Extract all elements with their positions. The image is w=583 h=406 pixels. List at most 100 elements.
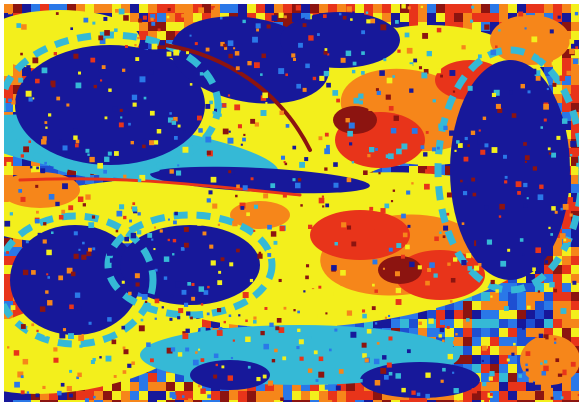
speckle-dot	[170, 294, 174, 298]
noise-cell	[535, 310, 545, 320]
speckle-dot	[545, 140, 549, 145]
speckle-dot	[388, 371, 393, 376]
speckle-dot	[169, 169, 174, 174]
noise-cell	[472, 319, 482, 329]
noise-cell	[229, 391, 239, 401]
noise-cell	[562, 382, 572, 392]
noise-cell	[148, 31, 158, 41]
speckle-dot	[575, 46, 579, 50]
speckle-dot	[522, 326, 525, 330]
speckle-dot	[325, 203, 330, 208]
noise-cell	[247, 4, 257, 14]
speckle-dot	[235, 194, 238, 198]
speckle-dot	[484, 205, 489, 210]
speckle-dot	[124, 45, 128, 49]
noise-cell	[67, 400, 77, 402]
speckle-dot	[177, 164, 180, 167]
speckle-dot	[237, 66, 243, 72]
speckle-dot	[549, 281, 555, 288]
speckle-dot	[572, 58, 579, 65]
speckle-dot	[322, 205, 325, 208]
speckle-dot	[560, 207, 564, 211]
speckle-dot	[284, 15, 287, 19]
speckle-dot	[88, 321, 92, 325]
speckle-dot	[192, 359, 199, 366]
noise-cell	[400, 13, 410, 23]
noise-cell	[373, 400, 383, 402]
speckle-dot	[543, 118, 547, 122]
noise-cell	[310, 400, 320, 402]
speckle-dot	[7, 346, 10, 349]
noise-cell	[175, 373, 185, 383]
speckle-dot	[347, 130, 353, 137]
speckle-dot	[262, 374, 267, 379]
speckle-dot	[526, 305, 531, 310]
noise-cell	[58, 4, 68, 14]
speckle-dot	[424, 183, 430, 190]
noise-cell	[157, 13, 167, 23]
speckle-dot	[304, 157, 309, 162]
noise-cell	[472, 310, 482, 320]
speckle-dot	[219, 16, 223, 20]
speckle-dot	[466, 318, 470, 322]
noise-cell	[4, 274, 14, 284]
speckle-dot	[267, 253, 272, 257]
noise-cell	[427, 310, 437, 320]
speckle-dot	[213, 353, 219, 359]
speckle-dot	[552, 82, 557, 87]
speckle-dot	[205, 47, 210, 52]
speckle-dot	[404, 32, 410, 38]
noise-cell	[544, 382, 554, 392]
noise-cell	[517, 364, 527, 374]
speckle-dot	[408, 64, 413, 69]
speckle-dot	[69, 369, 73, 373]
speckle-dot	[51, 231, 54, 234]
speckle-dot	[456, 140, 460, 144]
speckle-dot	[234, 104, 241, 111]
noise-cell	[103, 382, 113, 392]
speckle-dot	[88, 222, 95, 229]
noise-cell	[184, 391, 194, 401]
speckle-dot	[432, 268, 436, 273]
speckle-dot	[440, 379, 444, 383]
speckle-dot	[481, 345, 487, 351]
speckle-dot	[369, 206, 374, 211]
noise-cell	[553, 4, 563, 14]
speckle-dot	[180, 247, 185, 251]
noise-cell	[490, 382, 500, 392]
speckle-dot	[534, 70, 541, 76]
noise-cell	[319, 4, 329, 14]
speckle-dot	[455, 333, 458, 336]
speckle-dot	[569, 39, 575, 44]
speckle-dot	[271, 358, 276, 363]
speckle-dot	[139, 174, 146, 181]
noise-cell	[337, 400, 347, 402]
speckle-dot	[198, 128, 203, 133]
speckle-dot	[406, 349, 411, 354]
noise-cell	[148, 382, 158, 392]
speckle-dot	[328, 348, 332, 352]
speckle-dot	[401, 4, 406, 9]
noise-cell	[490, 301, 500, 311]
speckle-dot	[93, 395, 96, 399]
speckle-dot	[276, 317, 282, 323]
noise-cell	[184, 373, 194, 383]
hot-cluster	[333, 106, 377, 134]
noise-cell	[238, 400, 248, 402]
noise-cell	[292, 382, 302, 392]
speckle-dot	[124, 236, 130, 242]
noise-cell	[175, 391, 185, 401]
noise-cell	[391, 400, 401, 402]
speckle-dot	[200, 303, 204, 306]
noise-cell	[526, 391, 536, 401]
speckle-dot	[555, 358, 560, 363]
speckle-dot	[145, 300, 148, 303]
speckle-dot	[503, 154, 507, 159]
speckle-dot	[392, 75, 396, 78]
speckle-dot	[218, 270, 222, 274]
noise-cell	[481, 355, 491, 365]
speckle-dot	[425, 280, 430, 286]
speckle-dot	[258, 251, 262, 255]
speckle-dot	[376, 90, 381, 95]
speckle-dot	[524, 160, 527, 163]
